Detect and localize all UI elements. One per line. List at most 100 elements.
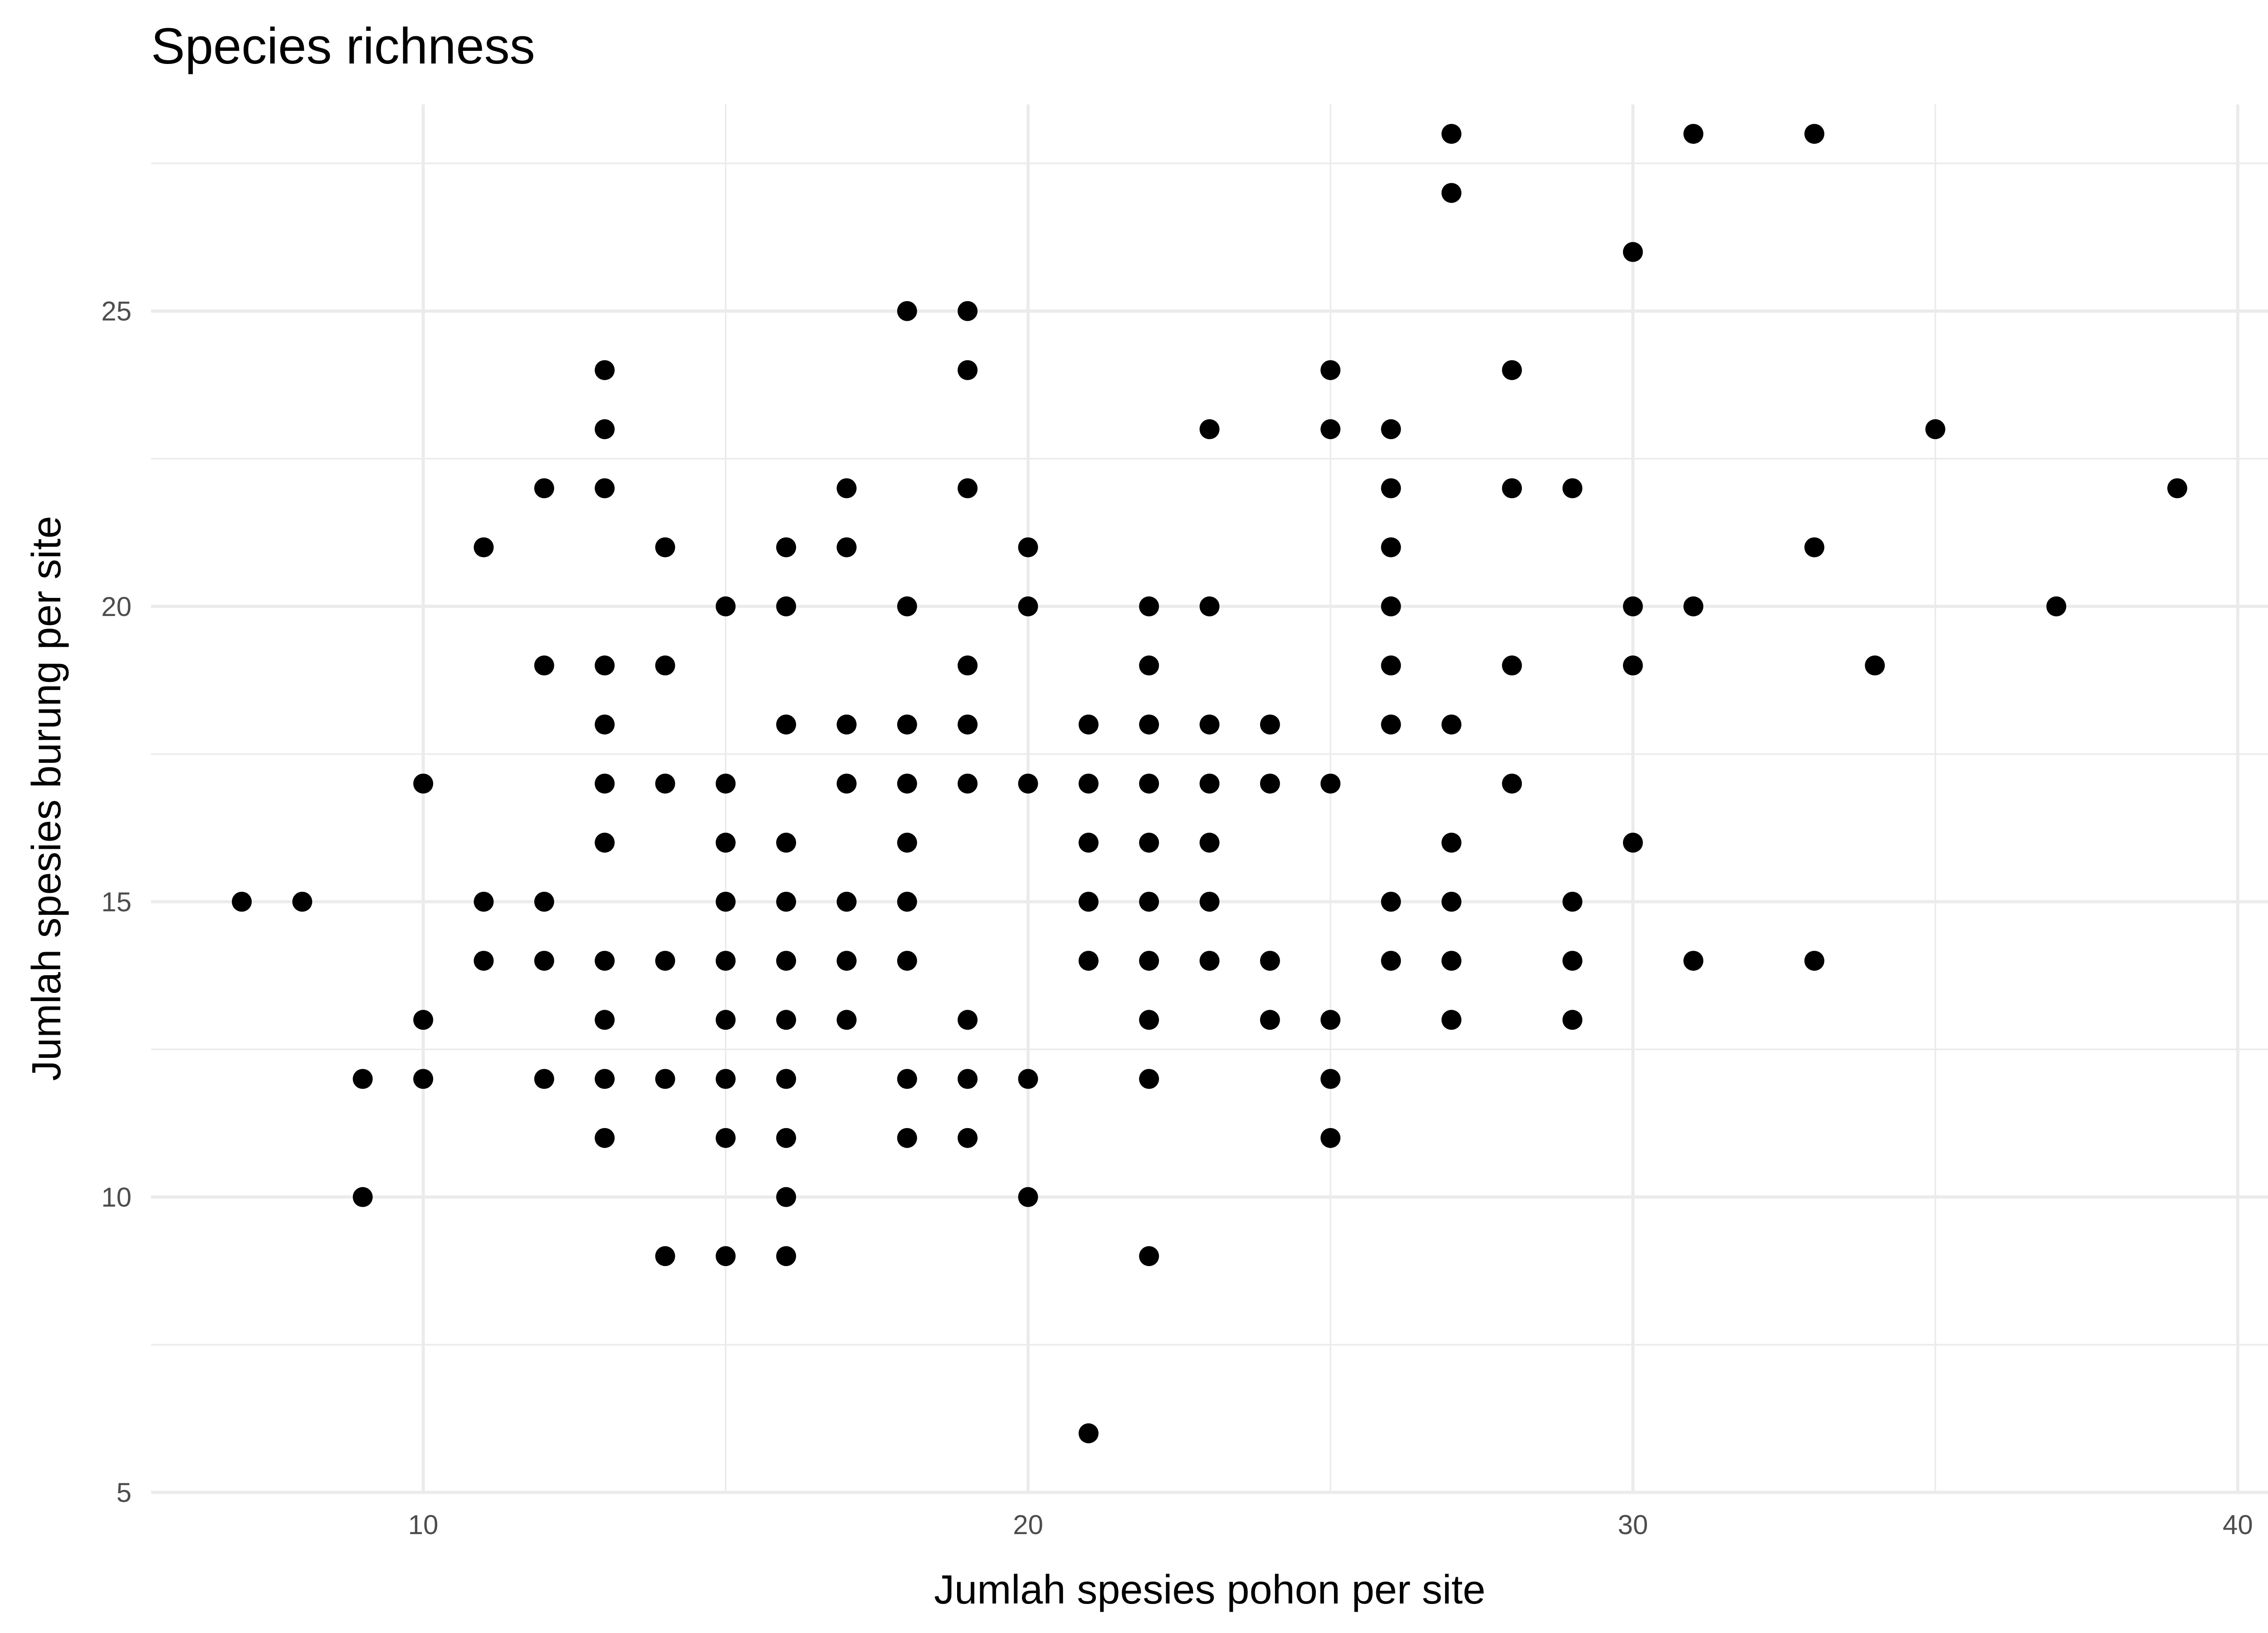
y-tick-label: 10 xyxy=(101,1182,132,1213)
data-point xyxy=(776,1069,797,1089)
chart-title: Species richness xyxy=(151,18,535,74)
data-point xyxy=(1562,1010,1583,1030)
data-point xyxy=(1441,124,1461,144)
data-point xyxy=(1139,1069,1159,1089)
data-point xyxy=(715,832,736,853)
data-point xyxy=(776,1187,797,1207)
data-point xyxy=(958,655,978,676)
data-point xyxy=(1441,1010,1461,1030)
data-point xyxy=(1502,478,1522,499)
data-point xyxy=(1078,832,1099,853)
data-point xyxy=(958,1010,978,1030)
data-point xyxy=(1260,951,1280,971)
data-point xyxy=(1320,773,1341,794)
data-point xyxy=(897,1128,917,1148)
data-point xyxy=(1804,124,1824,144)
data-point xyxy=(776,596,797,616)
data-point xyxy=(1320,360,1341,380)
data-point xyxy=(715,1069,736,1089)
data-point xyxy=(1381,891,1401,912)
data-point xyxy=(1199,832,1220,853)
x-axis-title: Jumlah spesies pohon per site xyxy=(934,1567,1486,1613)
data-point xyxy=(1441,951,1461,971)
data-points xyxy=(232,124,2187,1443)
data-point xyxy=(958,1069,978,1089)
data-point xyxy=(1139,714,1159,735)
data-point xyxy=(595,478,615,499)
data-point xyxy=(776,714,797,735)
data-point xyxy=(1381,537,1401,557)
y-tick-label: 25 xyxy=(101,296,132,327)
data-point xyxy=(715,1246,736,1266)
data-point xyxy=(1320,1128,1341,1148)
data-point xyxy=(715,951,736,971)
x-tick-label: 30 xyxy=(1618,1510,1648,1540)
data-point xyxy=(1683,596,1704,616)
data-point xyxy=(1199,596,1220,616)
data-point xyxy=(897,951,917,971)
data-point xyxy=(595,1010,615,1030)
data-point xyxy=(1381,596,1401,616)
data-point xyxy=(1441,183,1461,203)
data-point xyxy=(1623,596,1643,616)
data-point xyxy=(534,891,554,912)
data-point xyxy=(1199,419,1220,440)
data-point xyxy=(1562,891,1583,912)
data-point xyxy=(958,1128,978,1148)
data-point xyxy=(1139,596,1159,616)
data-point xyxy=(1260,1010,1280,1030)
data-point xyxy=(1623,655,1643,676)
data-point xyxy=(1139,1010,1159,1030)
data-point xyxy=(1683,951,1704,971)
data-point xyxy=(1441,832,1461,853)
major-gridlines xyxy=(151,104,2268,1494)
data-point xyxy=(1078,891,1099,912)
data-point xyxy=(836,773,857,794)
data-point xyxy=(1018,596,1038,616)
data-point xyxy=(655,537,675,557)
data-point xyxy=(1139,773,1159,794)
data-point xyxy=(1018,1187,1038,1207)
data-point xyxy=(836,1010,857,1030)
data-point xyxy=(715,1010,736,1030)
data-point xyxy=(1078,1423,1099,1443)
data-point xyxy=(595,655,615,676)
data-point xyxy=(958,478,978,499)
x-axis-tick-labels: 10 20 30 40 xyxy=(408,1510,2253,1540)
data-point xyxy=(776,891,797,912)
data-point xyxy=(595,1128,615,1148)
data-point xyxy=(352,1187,373,1207)
data-point xyxy=(897,832,917,853)
data-point xyxy=(1018,1069,1038,1089)
data-point xyxy=(715,1128,736,1148)
data-point xyxy=(1623,242,1643,262)
data-point xyxy=(1381,951,1401,971)
data-point xyxy=(776,1128,797,1148)
data-point xyxy=(655,1069,675,1089)
data-point xyxy=(715,891,736,912)
data-point xyxy=(1018,773,1038,794)
data-point xyxy=(776,832,797,853)
data-point xyxy=(1199,951,1220,971)
data-point xyxy=(715,773,736,794)
data-point xyxy=(1199,773,1220,794)
data-point xyxy=(897,891,917,912)
data-point xyxy=(352,1069,373,1089)
data-point xyxy=(534,1069,554,1089)
data-point xyxy=(958,360,978,380)
data-point xyxy=(2167,478,2187,499)
data-point xyxy=(776,537,797,557)
data-point xyxy=(595,832,615,853)
data-point xyxy=(897,596,917,616)
data-point xyxy=(474,951,494,971)
y-axis-tick-labels: 5 10 15 20 25 xyxy=(101,296,132,1508)
data-point xyxy=(474,891,494,912)
data-point xyxy=(715,596,736,616)
data-point xyxy=(1078,951,1099,971)
data-point xyxy=(897,1069,917,1089)
y-axis-title: Jumlah spesies burung per site xyxy=(24,516,69,1081)
data-point xyxy=(897,714,917,735)
data-point xyxy=(1260,773,1280,794)
data-point xyxy=(1018,537,1038,557)
